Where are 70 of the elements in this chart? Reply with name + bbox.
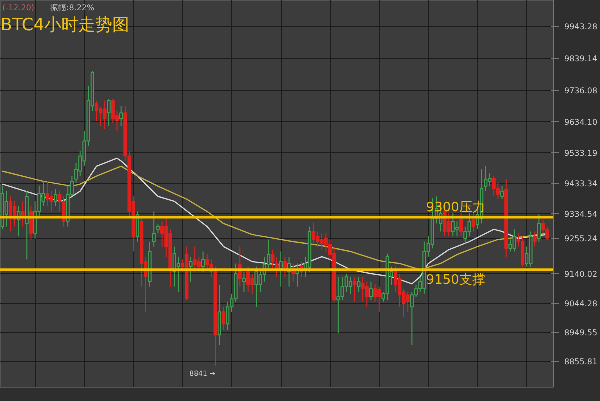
y-tick-label: 9044.28 bbox=[564, 299, 598, 308]
ref-line-label: 9150支撑 bbox=[426, 272, 486, 288]
candlestick bbox=[508, 239, 512, 252]
y-tick-label: 8949.55 bbox=[564, 328, 598, 338]
candlestick bbox=[451, 213, 455, 238]
candlestick bbox=[50, 190, 54, 212]
candlestick bbox=[447, 213, 451, 238]
candlestick bbox=[336, 276, 340, 334]
candlestick bbox=[176, 256, 180, 293]
candlestick bbox=[222, 306, 226, 331]
candlestick bbox=[500, 186, 504, 200]
text: BTC4小时走势图 bbox=[0, 16, 130, 36]
y-tick-label: 9140.02 bbox=[564, 270, 598, 279]
candlestick bbox=[242, 272, 246, 293]
y-tick-label: 9839.14 bbox=[564, 54, 598, 64]
line-series bbox=[2, 166, 548, 270]
candlestick bbox=[374, 284, 378, 302]
candlestick bbox=[533, 231, 537, 248]
candlestick bbox=[348, 276, 353, 294]
candlestick bbox=[206, 253, 210, 270]
candlestick bbox=[107, 98, 111, 127]
candlestick bbox=[410, 292, 414, 346]
y-tick-label: 8855.81 bbox=[564, 357, 598, 366]
candlestick bbox=[94, 100, 99, 122]
y-tick-label: 9433.34 bbox=[564, 180, 598, 189]
candlestick bbox=[152, 211, 156, 248]
candlestick bbox=[271, 249, 275, 270]
candlestick bbox=[193, 246, 197, 273]
y-tick-label: 9634.10 bbox=[564, 118, 598, 127]
candlestick bbox=[250, 273, 254, 294]
candlestick bbox=[406, 292, 410, 313]
annotation: (-12.20) bbox=[2, 4, 35, 12]
candlestick bbox=[394, 266, 398, 293]
candlestick bbox=[455, 221, 460, 238]
y-tick-label: 9736.08 bbox=[564, 86, 598, 96]
annotation: 振幅:8.22% bbox=[50, 4, 96, 12]
candlestick bbox=[218, 284, 222, 346]
y-tick-label: 9943.28 bbox=[564, 22, 598, 32]
candlestick bbox=[21, 201, 25, 228]
candlestick bbox=[357, 276, 361, 293]
candlestick bbox=[472, 211, 476, 232]
candlestick bbox=[54, 189, 58, 207]
candlestick bbox=[226, 301, 230, 331]
candlestick bbox=[189, 256, 193, 282]
candlestick bbox=[120, 106, 124, 127]
candlestick bbox=[160, 221, 164, 248]
line-series bbox=[2, 158, 548, 285]
y-tick-label: 9255.24 bbox=[564, 234, 598, 244]
ref-line-label: 9300压力 bbox=[426, 200, 486, 216]
candlestick bbox=[320, 233, 324, 250]
candlestick bbox=[324, 233, 328, 252]
candlestick bbox=[197, 256, 201, 273]
candlestick bbox=[103, 100, 107, 130]
y-tick-label: 9334.54 bbox=[564, 210, 598, 219]
y-tick-label: 9533.19 bbox=[564, 148, 598, 158]
candlestick bbox=[8, 196, 13, 232]
candlestick bbox=[353, 276, 357, 302]
candlestick bbox=[520, 236, 525, 268]
candlestick bbox=[4, 190, 8, 228]
candlestick bbox=[369, 281, 374, 301]
candlestick bbox=[365, 281, 369, 308]
candlestick bbox=[378, 286, 382, 313]
candlestick bbox=[201, 251, 206, 273]
candlestick bbox=[254, 266, 258, 308]
candlestick bbox=[537, 214, 541, 242]
candlestick bbox=[246, 266, 250, 293]
candlestick bbox=[312, 222, 316, 244]
candlestick bbox=[512, 229, 516, 252]
candlestick bbox=[492, 176, 496, 198]
candlestick bbox=[460, 213, 464, 238]
